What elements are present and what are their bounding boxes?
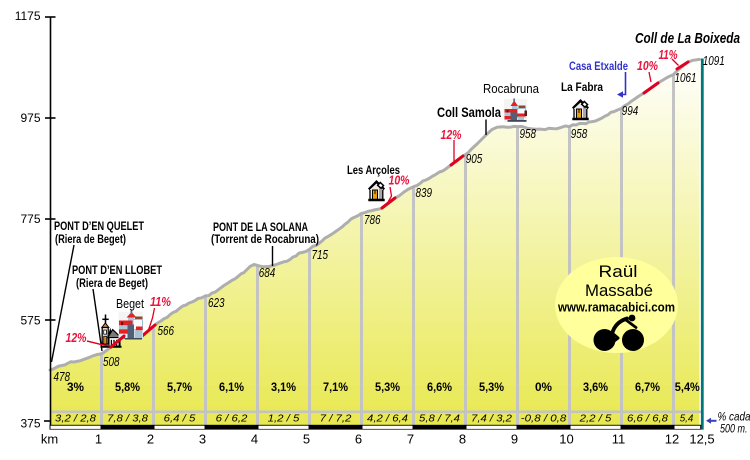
svg-text:6,6%: 6,6% [427, 381, 453, 394]
svg-text:La Fabra: La Fabra [561, 82, 604, 94]
svg-text:Rocabruna: Rocabruna [483, 81, 540, 96]
svg-text:1175: 1175 [15, 9, 41, 23]
svg-text:775: 775 [20, 212, 40, 226]
svg-text:6,7%: 6,7% [635, 381, 661, 394]
svg-text:7 / 7,2: 7 / 7,2 [320, 414, 352, 425]
svg-text:5,8 / 7,4: 5,8 / 7,4 [419, 414, 461, 425]
svg-text:Coll de La Boixeda: Coll de La Boixeda [635, 30, 740, 47]
svg-text:5,8%: 5,8% [115, 381, 141, 394]
svg-text:715: 715 [312, 248, 329, 262]
svg-text:11%: 11% [150, 295, 171, 309]
svg-text:(Riera de Beget): (Riera de Beget) [55, 234, 126, 246]
svg-text:6,6 / 6,8: 6,6 / 6,8 [627, 414, 669, 425]
svg-text:3,1%: 3,1% [271, 381, 297, 394]
svg-text:5,3%: 5,3% [375, 381, 401, 394]
svg-text:3,2 / 2,8: 3,2 / 2,8 [55, 414, 97, 425]
svg-text:2,2 / 5: 2,2 / 5 [578, 414, 612, 425]
svg-text:7,8 / 3,8: 7,8 / 3,8 [107, 414, 149, 425]
svg-text:6,1%: 6,1% [219, 381, 245, 394]
svg-text:1061: 1061 [675, 71, 697, 85]
svg-text:12: 12 [665, 432, 679, 447]
svg-text:Beget: Beget [116, 296, 144, 311]
svg-text:PONT D’EN QUELET: PONT D’EN QUELET [54, 221, 144, 233]
svg-text:6: 6 [355, 432, 362, 447]
svg-text:7,4 / 3,2: 7,4 / 3,2 [471, 414, 513, 425]
svg-text:10: 10 [559, 432, 573, 447]
svg-text:994: 994 [622, 104, 639, 118]
svg-text:5: 5 [303, 432, 310, 447]
svg-text:9: 9 [511, 432, 518, 447]
svg-text:11: 11 [612, 432, 626, 447]
svg-text:566: 566 [158, 324, 175, 338]
svg-text:508: 508 [103, 355, 120, 369]
svg-text:500 m.: 500 m. [720, 422, 748, 436]
svg-text:Massabé: Massabé [585, 281, 653, 300]
svg-text:975: 975 [20, 111, 40, 125]
svg-text:11%: 11% [659, 48, 678, 62]
svg-text:Coll Samola: Coll Samola [437, 104, 501, 120]
svg-text:3: 3 [199, 432, 206, 447]
svg-text:1: 1 [95, 432, 102, 447]
svg-text:(Torrent de Rocabruna): (Torrent de Rocabruna) [211, 234, 319, 246]
svg-text:575: 575 [20, 314, 40, 328]
svg-text:786: 786 [364, 213, 381, 227]
svg-text:4,2 / 6,4: 4,2 / 6,4 [367, 414, 409, 425]
svg-text:PONT D’EN LLOBET: PONT D’EN LLOBET [72, 265, 162, 277]
svg-text:% cada: % cada [718, 410, 750, 424]
svg-text:7: 7 [407, 432, 414, 447]
svg-text:958: 958 [571, 127, 588, 141]
svg-text:Casa Etxalde: Casa Etxalde [569, 59, 628, 73]
svg-text:478: 478 [54, 370, 71, 384]
svg-text:1091: 1091 [703, 54, 725, 68]
svg-text:905: 905 [466, 152, 483, 166]
svg-text:(Riera de Beget): (Riera de Beget) [76, 278, 148, 290]
svg-text:7,1%: 7,1% [323, 381, 349, 394]
svg-text:12,5: 12,5 [689, 432, 714, 447]
svg-text:Raül: Raül [599, 262, 638, 281]
svg-text:8: 8 [459, 432, 466, 447]
svg-text:10%: 10% [389, 174, 410, 188]
svg-text:km: km [41, 432, 58, 447]
svg-text:5,4: 5,4 [680, 414, 694, 425]
svg-text:3%: 3% [67, 381, 85, 394]
svg-text:684: 684 [259, 266, 276, 280]
svg-text:5,4%: 5,4% [675, 381, 701, 394]
svg-text:10%: 10% [637, 59, 658, 73]
svg-text:12%: 12% [66, 331, 87, 345]
svg-text:2: 2 [147, 432, 154, 447]
svg-text:5,3%: 5,3% [479, 381, 505, 394]
svg-text:1,2 / 5: 1,2 / 5 [268, 414, 300, 425]
svg-text:0%: 0% [535, 381, 553, 394]
svg-text:www.ramacabici.com: www.ramacabici.com [557, 301, 675, 315]
svg-text:958: 958 [520, 127, 537, 141]
svg-text:623: 623 [208, 296, 225, 310]
svg-text:PONT DE LA SOLANA: PONT DE LA SOLANA [213, 222, 308, 234]
svg-text:839: 839 [416, 186, 433, 200]
svg-text:12%: 12% [441, 128, 462, 142]
svg-text:5,7%: 5,7% [167, 381, 193, 394]
svg-text:Les Arçoles: Les Arçoles [347, 165, 400, 177]
svg-text:-0,8 / 0,8: -0,8 / 0,8 [521, 414, 567, 425]
svg-text:6 / 6,2: 6 / 6,2 [216, 414, 248, 425]
svg-text:6,4 / 5: 6,4 / 5 [164, 414, 196, 425]
svg-text:3,6%: 3,6% [583, 381, 609, 394]
svg-text:4: 4 [251, 432, 258, 447]
svg-text:375: 375 [20, 417, 40, 431]
